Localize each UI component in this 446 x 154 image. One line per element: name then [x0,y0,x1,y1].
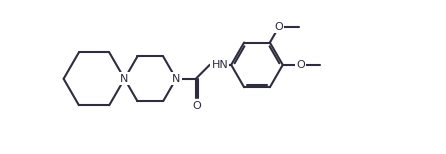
Text: O: O [274,22,283,32]
Text: O: O [296,60,305,70]
Text: N: N [172,74,180,84]
Text: O: O [193,101,202,111]
Text: HN: HN [211,60,228,70]
Text: N: N [120,74,129,84]
